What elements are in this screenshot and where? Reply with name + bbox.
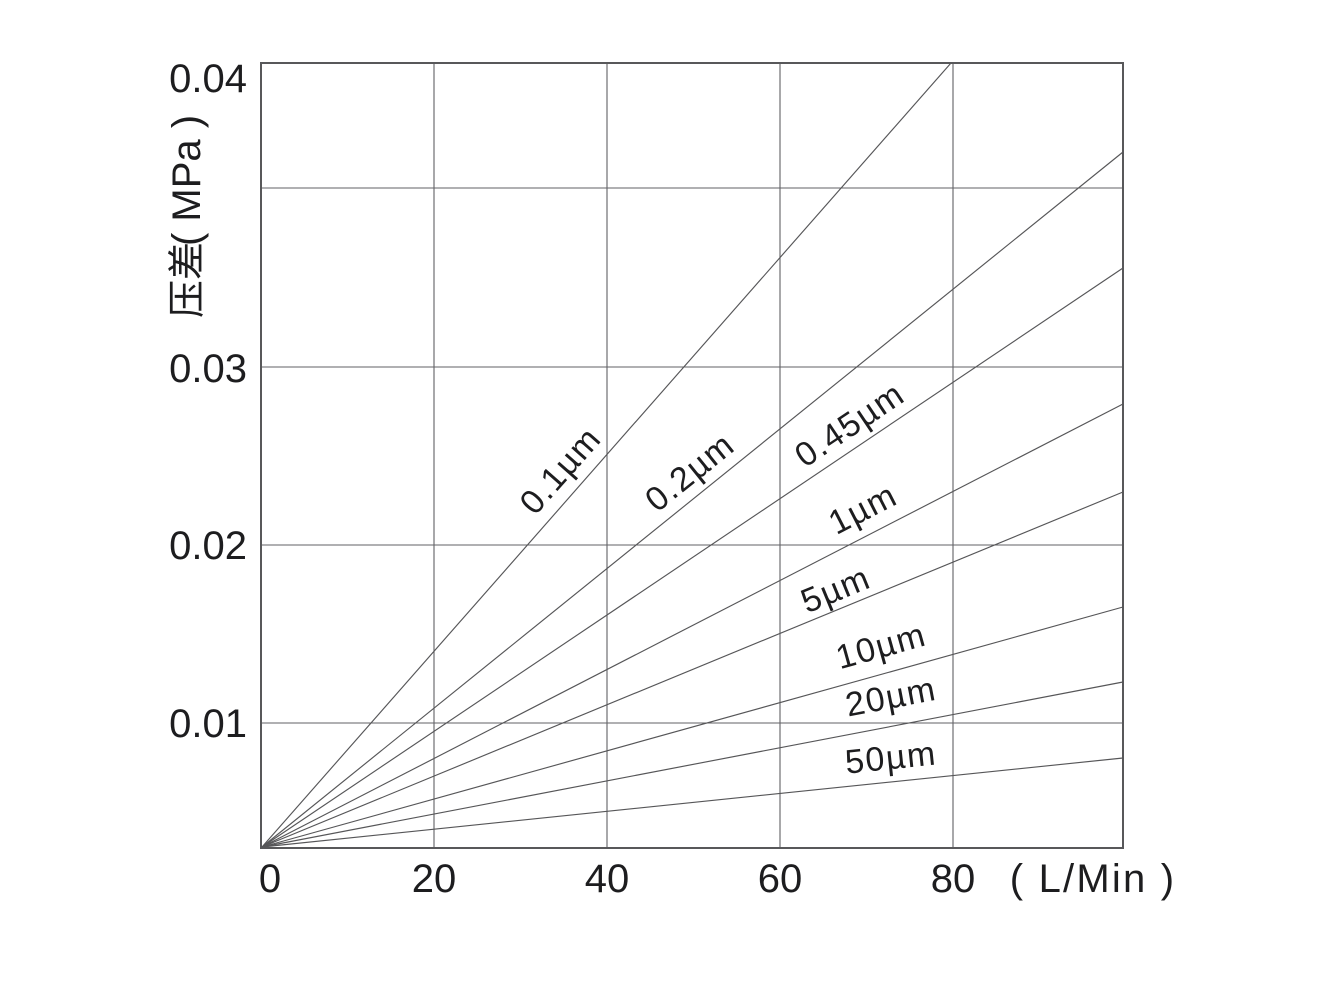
svg-text:0.45µm: 0.45µm [788,375,911,475]
svg-text:5µm: 5µm [796,559,876,621]
svg-text:0.03: 0.03 [169,347,247,391]
svg-text:0.02: 0.02 [169,524,247,568]
svg-text:60: 60 [758,857,803,901]
svg-text:50µm: 50µm [843,734,938,781]
svg-text:10µm: 10µm [832,616,931,677]
svg-text:( MPa ): ( MPa ) [165,115,209,246]
svg-text:0.04: 0.04 [169,57,247,101]
svg-text:20: 20 [412,857,457,901]
svg-text:80: 80 [931,857,976,901]
svg-text:40: 40 [585,857,630,901]
svg-text:0: 0 [259,857,281,901]
svg-text:0.01: 0.01 [169,702,247,746]
svg-text:( L/Min ): ( L/Min ) [1010,857,1176,901]
svg-text:1µm: 1µm [823,476,904,542]
svg-text:20µm: 20µm [842,670,939,725]
